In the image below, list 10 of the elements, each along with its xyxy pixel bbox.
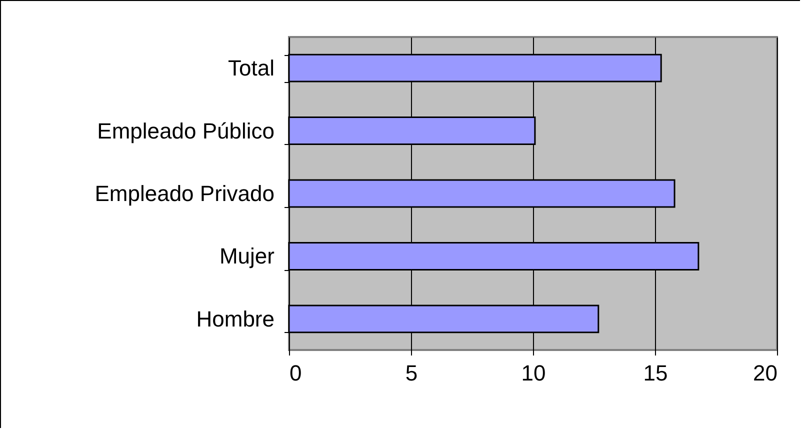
x-tick-label: 5 bbox=[405, 360, 418, 386]
x-tick-label: 15 bbox=[643, 360, 668, 386]
y-tick-label: Total bbox=[228, 56, 274, 81]
x-tick-label: 10 bbox=[521, 360, 546, 386]
x-tick-label: 20 bbox=[753, 360, 778, 386]
y-tick-label: Empleado Público bbox=[97, 118, 274, 144]
x-tick-label: 0 bbox=[290, 360, 302, 386]
y-tick-label: Empleado Privado bbox=[94, 181, 274, 206]
y-tick-label: Mujer bbox=[219, 244, 274, 269]
y-tick-label: Hombre bbox=[196, 306, 274, 332]
